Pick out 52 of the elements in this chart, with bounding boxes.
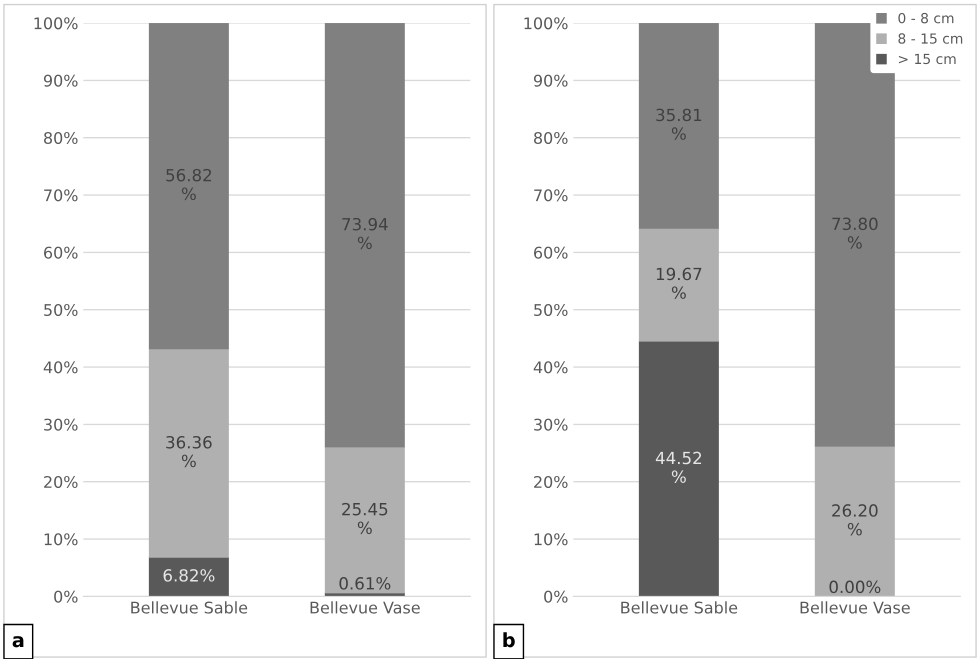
bar [814, 446, 895, 596]
x-tick-label: Bellevue Sable [131, 601, 248, 614]
y-tick-label: 0% [544, 590, 568, 603]
y-tick-label: 20% [44, 476, 78, 488]
y-tick-label: 60% [534, 246, 568, 259]
text: a [12, 636, 24, 648]
data-label: 26.20 % [832, 504, 878, 536]
y-tick-label: 100% [524, 17, 568, 30]
bar [324, 446, 405, 594]
legend-label: > 15 cm [898, 54, 956, 64]
y-tick-label: 40% [44, 361, 78, 374]
y-tick-label: 100% [34, 17, 78, 30]
y-tick-label: 70% [44, 189, 78, 202]
x-tick-label: Bellevue Vase [800, 601, 910, 614]
bar [148, 23, 229, 350]
bar [148, 556, 229, 596]
data-label: 35.81 % [656, 108, 702, 140]
data-label: 73.94 % [342, 218, 388, 250]
data-label: 6.82% [164, 569, 214, 582]
data-label: 0.61% [339, 577, 390, 590]
y-tick-label: 10% [534, 533, 568, 546]
y-tick-label: 90% [534, 74, 568, 87]
y-tick-label: 20% [534, 476, 568, 488]
data-label: 36.36 % [166, 436, 212, 468]
legend-label: 8 - 15 cm [898, 33, 962, 44]
y-tick-label: 10% [44, 533, 78, 546]
data-label: 19.67 % [656, 268, 702, 299]
y-tick-label: 70% [534, 189, 568, 202]
y-tick-label: 80% [534, 132, 568, 144]
bar [324, 23, 405, 448]
y-tick-label: 60% [44, 246, 78, 259]
y-tick-label: 80% [44, 132, 78, 144]
y-tick-label: 30% [44, 418, 78, 431]
data-label: 44.52 % [656, 452, 702, 483]
data-label: 25.45 % [342, 502, 388, 534]
x-tick-label: Bellevue Sable [621, 601, 738, 614]
y-tick-label: 50% [534, 304, 568, 316]
x-tick-label: Bellevue Vase [310, 601, 420, 614]
legend-label: 0 - 8 cm [898, 12, 954, 24]
y-tick-label: 40% [534, 361, 568, 374]
data-label: 73.80 % [832, 218, 878, 249]
bar [148, 348, 229, 558]
data-label: 0.00% [829, 580, 880, 594]
y-tick-label: 90% [44, 74, 78, 87]
bar [638, 228, 719, 342]
bar [638, 340, 719, 596]
y-tick-label: 0% [54, 590, 78, 603]
y-tick-label: 30% [534, 418, 568, 431]
y-tick-label: 50% [44, 304, 78, 316]
text: b [503, 632, 515, 648]
bar [638, 23, 719, 229]
data-label: 56.82 % [166, 168, 212, 200]
